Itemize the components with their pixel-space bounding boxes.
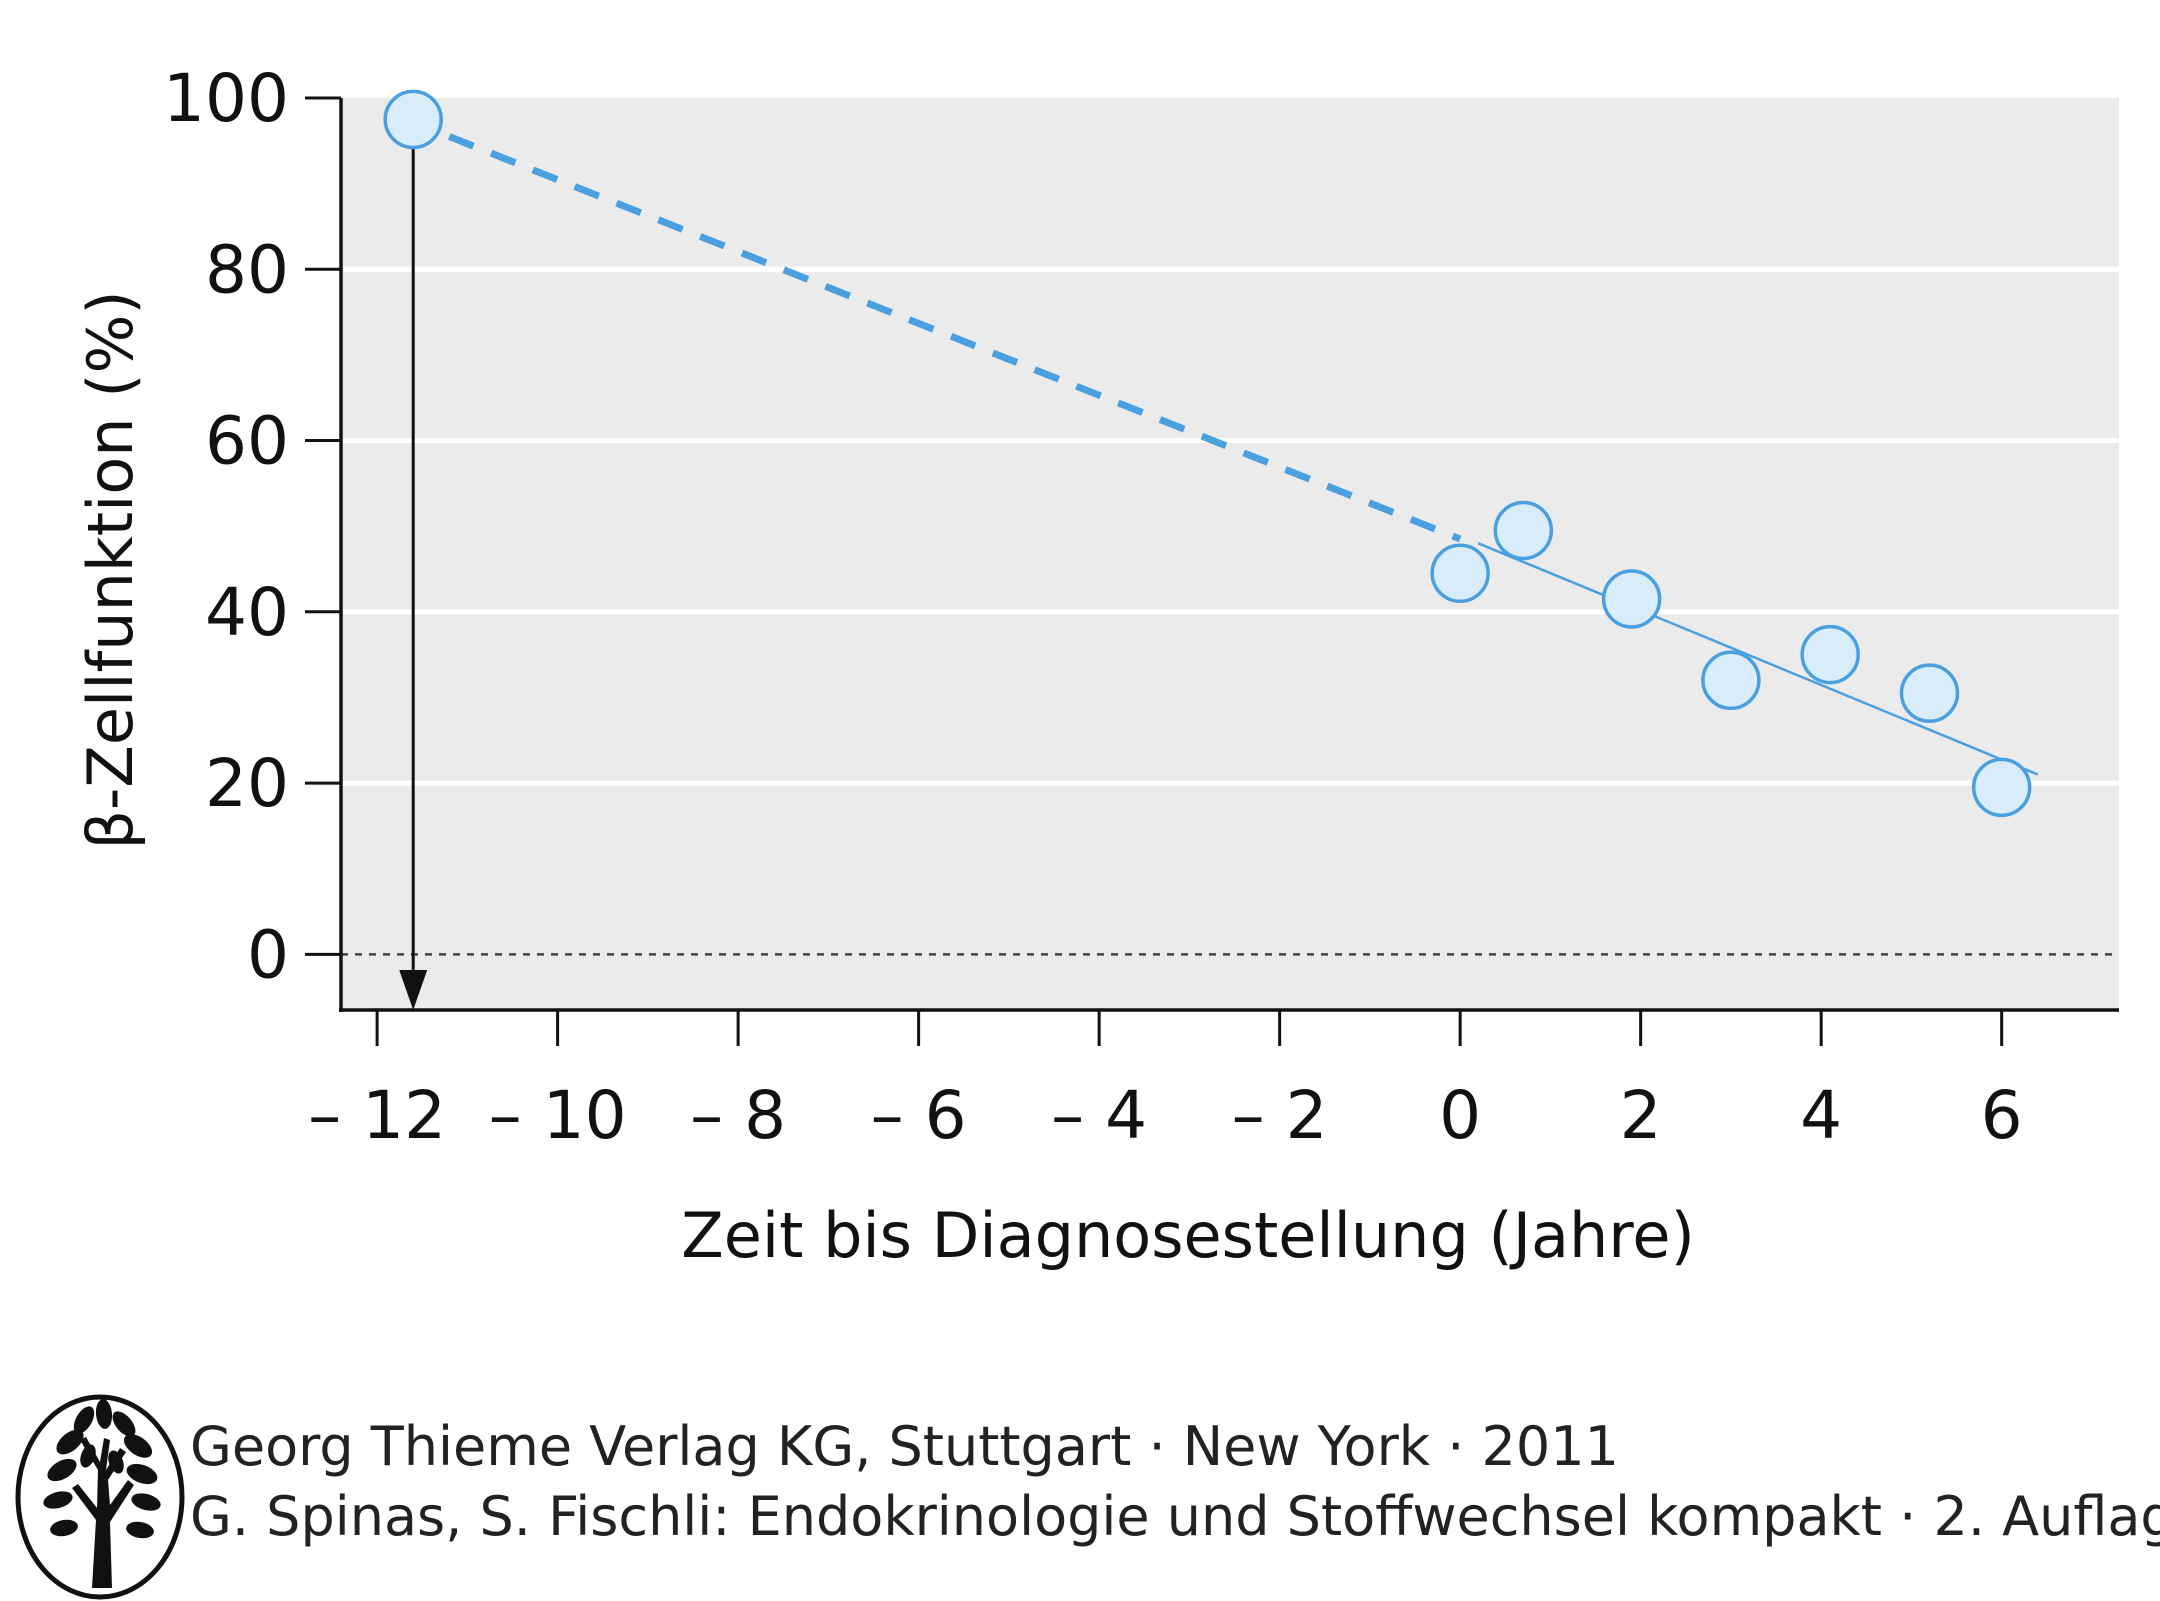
data-point <box>1430 543 1490 604</box>
x-tick-label: – 6 <box>871 1077 967 1154</box>
y-tick-label: 40 <box>205 574 289 651</box>
x-tick-label: 2 <box>1620 1077 1662 1154</box>
x-tick-label: – 10 <box>489 1077 627 1154</box>
credit-book: G. Spinas, S. Fischli: Endokrinologie un… <box>190 1485 2160 1548</box>
x-tick-label: – 12 <box>308 1077 446 1154</box>
data-point <box>1701 650 1761 711</box>
data-point <box>1899 663 1960 723</box>
y-axis-title: β-Zellfunktion (%) <box>74 290 147 849</box>
y-tick-label: 0 <box>247 916 289 993</box>
y-tick-label: 60 <box>205 403 289 480</box>
trend-lines <box>399 119 2039 1010</box>
data-point <box>1800 624 1860 685</box>
plot-background <box>341 98 2119 1010</box>
x-tick-label: 4 <box>1800 1077 1842 1154</box>
data-point <box>383 89 443 150</box>
y-tick-label: 20 <box>205 745 289 822</box>
tree-logo-icon <box>15 1394 185 1600</box>
data-points <box>383 89 2032 818</box>
x-tick-label: – 8 <box>690 1077 786 1154</box>
x-tick-label: – 2 <box>1232 1077 1328 1154</box>
y-tick-label: 80 <box>205 231 289 308</box>
gridlines <box>341 266 2119 786</box>
x-tick-label: – 4 <box>1051 1077 1147 1154</box>
extrapolation-line <box>448 133 1462 543</box>
x-axis-title: Zeit bis Diagnosestellung (Jahre) <box>681 1199 1695 1272</box>
y-tick-label: 100 <box>163 60 289 137</box>
arrow-head <box>399 970 428 1010</box>
data-point <box>1971 757 2032 818</box>
x-tick-label: 6 <box>1981 1077 2023 1154</box>
x-tick-label: 0 <box>1439 1077 1481 1154</box>
regression-line <box>1477 542 2039 776</box>
data-point <box>1601 569 1662 629</box>
data-point <box>1493 500 1554 561</box>
credit-publisher: Georg Thieme Verlag KG, Stuttgart · New … <box>190 1415 1619 1478</box>
